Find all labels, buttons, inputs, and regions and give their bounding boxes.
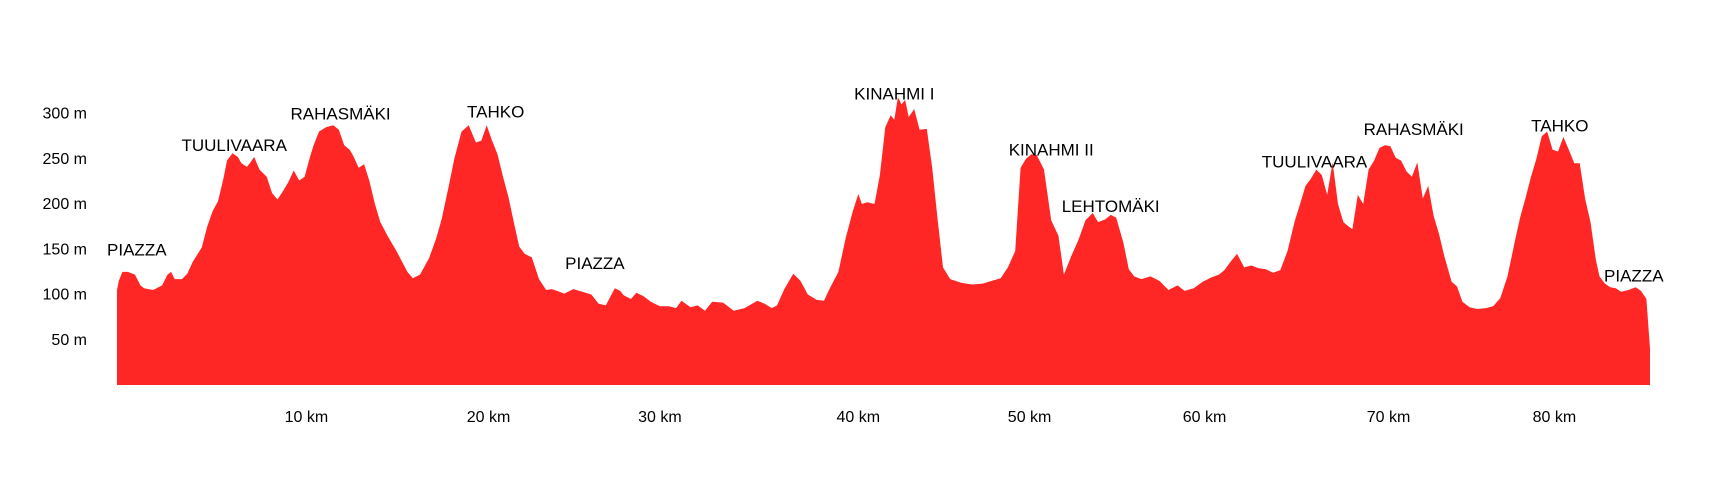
x-tick-label: 70 km <box>1367 409 1411 426</box>
plot-area <box>117 97 1650 385</box>
x-tick-label: 60 km <box>1183 409 1227 426</box>
x-tick-label: 40 km <box>837 409 881 426</box>
peak-label: TUULIVAARA <box>181 136 287 155</box>
y-tick-label: 250 m <box>43 151 87 168</box>
peak-label: LEHTOMÄKI <box>1062 197 1160 216</box>
x-tick-label: 30 km <box>638 409 682 426</box>
peak-label: TAHKO <box>467 103 524 122</box>
x-tick-label: 50 km <box>1008 409 1052 426</box>
y-tick-label: 300 m <box>43 106 87 123</box>
elevation-area <box>117 97 1650 385</box>
x-tick-label: 20 km <box>467 409 511 426</box>
y-tick-label: 100 m <box>43 287 87 304</box>
peak-label: TAHKO <box>1531 116 1588 135</box>
peak-label: TUULIVAARA <box>1262 153 1368 172</box>
peak-label: RAHASMÄKI <box>1364 120 1464 139</box>
peak-label: PIAZZA <box>1604 267 1664 286</box>
x-tick-label: 80 km <box>1533 409 1577 426</box>
peak-label: PIAZZA <box>107 240 167 259</box>
y-axis-labels: 50 m 100 m 150 m 200 m 250 m 300 m <box>43 106 87 349</box>
peak-label: KINAHMI II <box>1009 141 1094 160</box>
x-tick-label: 10 km <box>285 409 329 426</box>
peak-label: RAHASMÄKI <box>291 105 391 124</box>
y-tick-label: 50 m <box>51 332 87 349</box>
x-axis-labels: 10 km 20 km 30 km 40 km 50 km 60 km 70 km 80 km <box>285 409 1577 426</box>
peak-label: PIAZZA <box>565 254 625 273</box>
peak-label: KINAHMI I <box>854 85 934 104</box>
y-tick-label: 200 m <box>43 196 87 213</box>
y-tick-label: 150 m <box>43 241 87 258</box>
